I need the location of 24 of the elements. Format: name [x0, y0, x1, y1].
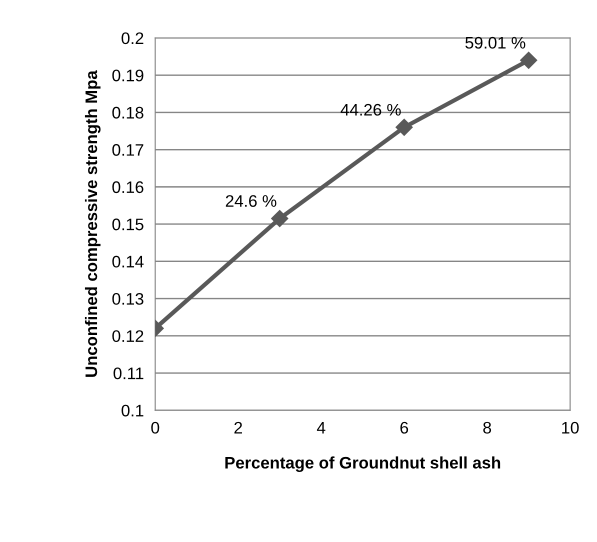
y-tick-label: 0.17 — [112, 144, 144, 156]
y-tick-label: 0.16 — [112, 181, 144, 194]
x-tick-label: 2 — [234, 422, 242, 434]
y-tick-label: 0.18 — [112, 106, 144, 119]
x-axis-title: Percentage of Groundnut shell ash — [225, 456, 500, 472]
x-tick-label: 8 — [483, 422, 492, 434]
point — [396, 118, 413, 136]
y-tick-label: 0.2 — [122, 32, 144, 44]
y-tick-label: 0.19 — [112, 70, 144, 82]
y-tick-label: 0.13 — [112, 292, 144, 305]
x-tick-label: 6 — [400, 422, 408, 434]
y-tick-label: 0.11 — [114, 367, 144, 380]
annotation: 24.6 % — [226, 195, 276, 207]
annotation: 59.01 % — [465, 36, 526, 49]
y-axis-title: Unconfined compressive strength Mpa — [84, 70, 101, 377]
x-tick-label: 4 — [316, 422, 326, 434]
annotation: 44.26 % — [340, 104, 401, 116]
point — [520, 52, 538, 69]
y-tick-label: 0.12 — [112, 330, 144, 342]
x-tick-label: 0 — [151, 422, 160, 434]
y-tick-label: 0.1 — [122, 404, 144, 416]
y-tick-label: 0.15 — [112, 218, 144, 230]
x-tick-label: 10 — [562, 422, 579, 434]
y-tick-label: 0.14 — [112, 256, 144, 268]
